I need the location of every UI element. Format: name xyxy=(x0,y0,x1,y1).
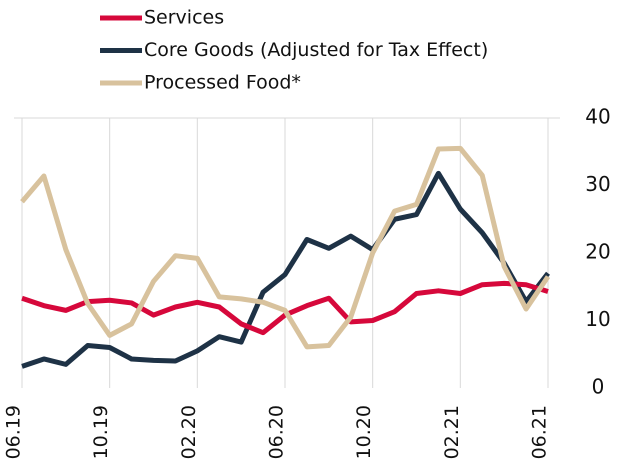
x-tick-label: 02.21 xyxy=(441,405,463,459)
legend-label: Processed Food* xyxy=(144,72,301,94)
x-tick-label: 06.21 xyxy=(529,405,551,459)
legend-label: Services xyxy=(144,7,224,29)
y-tick-label: 20 xyxy=(585,240,610,264)
y-tick-label: 10 xyxy=(585,307,610,331)
x-tick-label: 06.19 xyxy=(3,405,25,459)
x-tick-label: 02.20 xyxy=(178,405,200,459)
series-line xyxy=(21,170,550,369)
y-tick-label: 40 xyxy=(585,105,610,129)
y-tick-label: 30 xyxy=(585,172,610,196)
x-tick-label: 10.20 xyxy=(353,405,375,459)
series-line xyxy=(20,145,551,350)
x-tick-label: 10.19 xyxy=(90,405,112,459)
legend-label: Core Goods (Adjusted for Tax Effect) xyxy=(144,39,488,61)
x-tick-label: 06.20 xyxy=(266,405,288,459)
y-tick-label: 0 xyxy=(592,375,605,399)
